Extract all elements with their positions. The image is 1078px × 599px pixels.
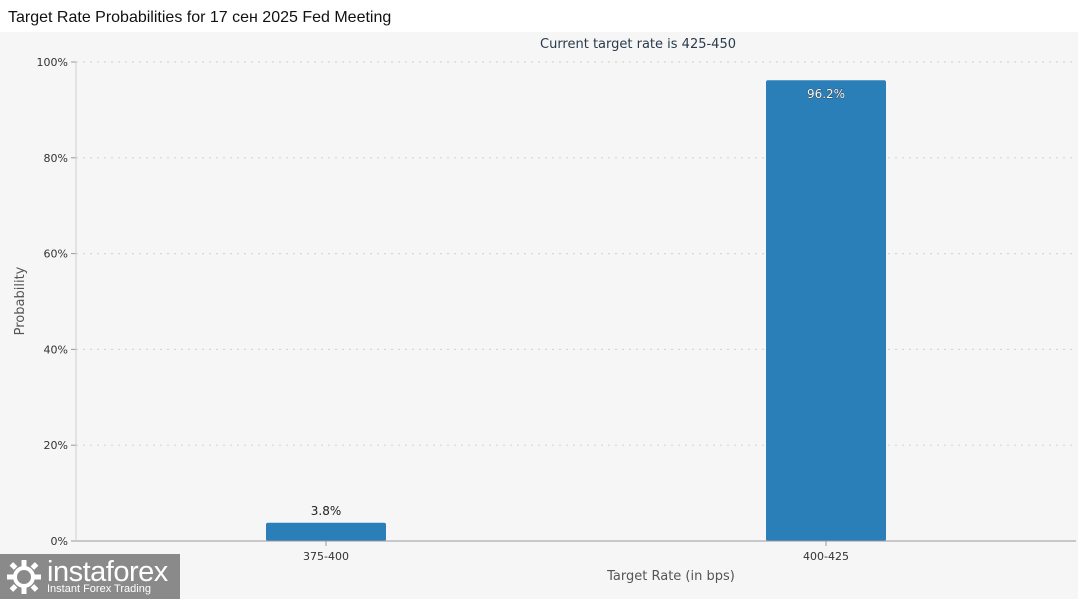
gridlines	[76, 61, 1076, 446]
page-title: Target Rate Probabilities for 17 сен 202…	[8, 9, 392, 26]
y-tick-label: 80%	[44, 152, 68, 165]
bars: 3.8% 96.2%	[266, 80, 886, 542]
logo-tagline: Instant Forex Trading	[47, 583, 151, 595]
bar-value-label: 96.2%	[807, 87, 845, 101]
y-axis-ticks: 0% 20% 40% 60% 80% 100%	[37, 56, 76, 548]
plot-background	[0, 32, 1078, 599]
chart-subtitle: Current target rate is 425-450	[540, 37, 736, 52]
bar-value-label: 3.8%	[311, 504, 342, 518]
instaforex-logo-icon	[7, 560, 41, 594]
y-tick-label: 0%	[51, 535, 68, 548]
y-tick-label: 40%	[44, 343, 68, 356]
logo-wordmark: instaforex	[47, 556, 168, 588]
y-tick-label: 100%	[37, 56, 68, 69]
y-tick-label: 60%	[44, 248, 68, 261]
bar	[266, 522, 386, 541]
bar	[766, 80, 886, 542]
x-tick-label: 400-425	[803, 550, 849, 563]
x-axis-ticks: 375-400 400-425	[303, 541, 849, 563]
y-axis-title: Probability	[13, 266, 28, 335]
x-tick-label: 375-400	[303, 550, 349, 563]
y-tick-label: 20%	[44, 439, 68, 452]
instaforex-watermark: instaforex Instant Forex Trading	[0, 554, 180, 599]
x-axis-title: Target Rate (in bps)	[606, 569, 735, 584]
